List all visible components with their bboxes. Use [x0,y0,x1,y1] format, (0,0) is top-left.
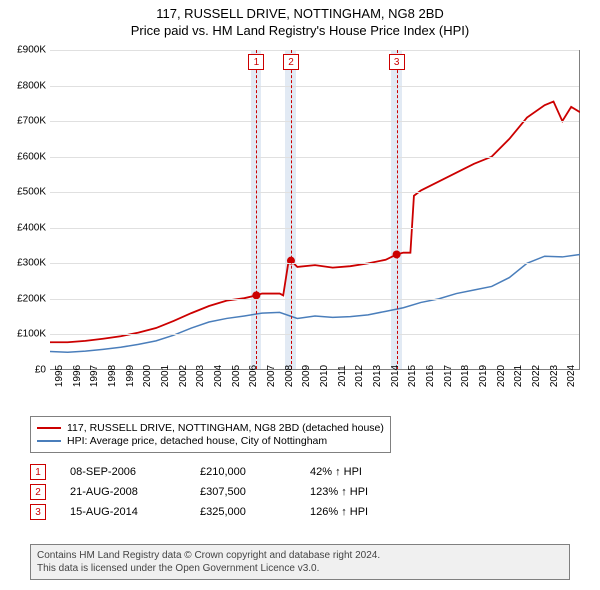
x-tick-label: 1997 [89,365,100,387]
x-tick-label: 2021 [513,365,524,387]
legend-swatch [37,440,61,442]
legend-item: HPI: Average price, detached house, City… [37,435,384,447]
x-tick-label: 2004 [213,365,224,387]
title-block: 117, RUSSELL DRIVE, NOTTINGHAM, NG8 2BD … [0,0,600,38]
x-tick-label: 1995 [54,365,65,387]
event-badge: 3 [30,504,46,520]
event-marker-badge: 3 [389,54,405,70]
footer-attribution: Contains HM Land Registry data © Crown c… [30,544,570,580]
legend-swatch [37,427,61,429]
x-tick-label: 2016 [425,365,436,387]
y-tick-label: £100K [17,329,46,340]
x-tick-label: 2008 [284,365,295,387]
chart-area: 1 2 3 [50,50,580,370]
events-table: 1 08-SEP-2006£210,00042% ↑ HPI 2 21-AUG-200… [30,460,368,524]
x-axis: 1995199619971998199920002001200220032004… [50,372,580,412]
legend-label: 117, RUSSELL DRIVE, NOTTINGHAM, NG8 2BD … [67,422,384,434]
title-address: 117, RUSSELL DRIVE, NOTTINGHAM, NG8 2BD [0,6,600,21]
x-tick-label: 2007 [266,365,277,387]
x-tick-label: 2019 [478,365,489,387]
x-tick-label: 2005 [231,365,242,387]
x-tick-label: 2020 [496,365,507,387]
legend-label: HPI: Average price, detached house, City… [67,435,327,447]
event-row: 1 08-SEP-2006£210,00042% ↑ HPI [30,464,368,480]
footer-line2: This data is licensed under the Open Gov… [37,562,563,575]
x-tick-label: 1996 [72,365,83,387]
x-tick-label: 2022 [531,365,542,387]
event-price: £307,500 [200,486,310,498]
event-date: 08-SEP-2006 [70,466,200,478]
y-tick-label: £200K [17,293,46,304]
event-marker-badge: 1 [248,54,264,70]
y-tick-label: £0 [35,365,46,376]
event-marker-line [256,50,257,369]
x-tick-label: 2000 [142,365,153,387]
x-tick-label: 2012 [354,365,365,387]
title-subtitle: Price paid vs. HM Land Registry's House … [0,23,600,38]
y-axis: £0£100K£200K£300K£400K£500K£600K£700K£80… [0,50,50,370]
x-tick-label: 1998 [107,365,118,387]
x-tick-label: 2024 [566,365,577,387]
x-tick-label: 2010 [319,365,330,387]
event-diff: 126% ↑ HPI [310,506,368,518]
y-tick-label: £500K [17,187,46,198]
series-line [50,254,580,352]
event-row: 2 21-AUG-2008£307,500123% ↑ HPI [30,484,368,500]
y-tick-label: £800K [17,80,46,91]
x-tick-label: 2011 [337,365,348,387]
event-diff: 123% ↑ HPI [310,486,368,498]
x-tick-label: 2003 [195,365,206,387]
x-tick-label: 2015 [407,365,418,387]
x-tick-label: 2001 [160,365,171,387]
event-date: 15-AUG-2014 [70,506,200,518]
x-tick-label: 2002 [178,365,189,387]
x-tick-label: 2014 [390,365,401,387]
event-price: £210,000 [200,466,310,478]
event-diff: 42% ↑ HPI [310,466,362,478]
event-date: 21-AUG-2008 [70,486,200,498]
event-badge: 1 [30,464,46,480]
y-tick-label: £900K [17,45,46,56]
x-tick-label: 2018 [460,365,471,387]
event-price: £325,000 [200,506,310,518]
event-badge: 2 [30,484,46,500]
event-marker-line [397,50,398,369]
event-row: 3 15-AUG-2014£325,000126% ↑ HPI [30,504,368,520]
series-line [50,102,580,343]
y-tick-label: £400K [17,222,46,233]
legend: 117, RUSSELL DRIVE, NOTTINGHAM, NG8 2BD … [30,416,391,453]
chart-container: 117, RUSSELL DRIVE, NOTTINGHAM, NG8 2BD … [0,0,600,590]
legend-item: 117, RUSSELL DRIVE, NOTTINGHAM, NG8 2BD … [37,422,384,434]
x-tick-label: 2013 [372,365,383,387]
x-tick-label: 1999 [125,365,136,387]
event-marker-badge: 2 [283,54,299,70]
footer-line1: Contains HM Land Registry data © Crown c… [37,549,563,562]
x-tick-label: 2023 [549,365,560,387]
event-marker-line [291,50,292,369]
x-tick-label: 2017 [443,365,454,387]
x-tick-label: 2009 [301,365,312,387]
x-tick-label: 2006 [248,365,259,387]
y-tick-label: £300K [17,258,46,269]
y-tick-label: £600K [17,151,46,162]
chart-svg [50,50,580,370]
y-tick-label: £700K [17,116,46,127]
